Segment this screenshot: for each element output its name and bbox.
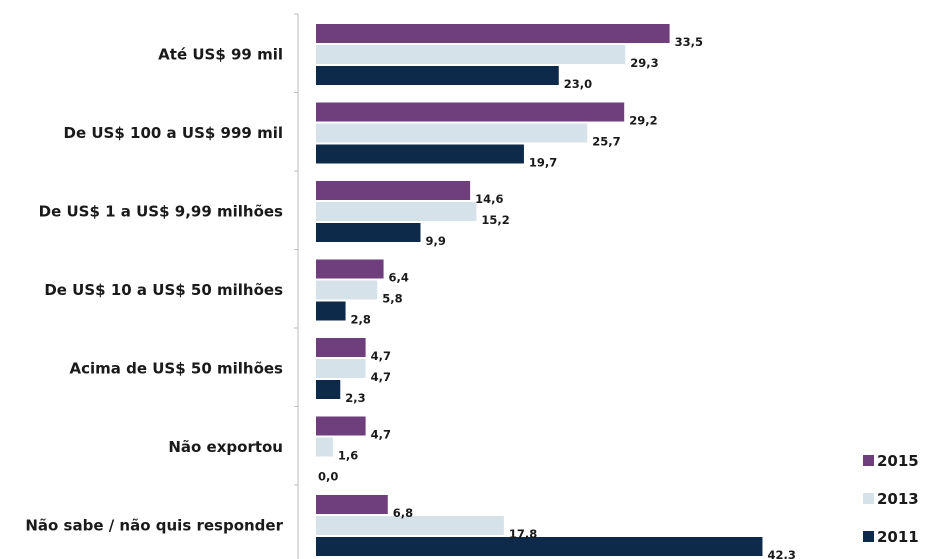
- bar-2015: [316, 24, 670, 43]
- value-label: 4,7: [371, 370, 391, 384]
- category-label: De US$ 100 a US$ 999 mil: [64, 124, 283, 142]
- legend-swatch-2015: [863, 455, 874, 466]
- bar-2013: [316, 516, 504, 535]
- value-label: 15,2: [481, 213, 509, 227]
- value-label: 6,4: [389, 271, 409, 285]
- bar-2015: [316, 259, 384, 279]
- value-label: 2,3: [345, 391, 365, 405]
- bar-2015: [316, 102, 625, 122]
- bar-2013: [316, 202, 477, 221]
- bar-2011: [316, 223, 421, 242]
- category-label: De US$ 10 a US$ 50 milhões: [44, 281, 283, 299]
- value-label: 5,8: [382, 292, 402, 306]
- value-label: 17,8: [509, 527, 537, 541]
- value-label: 29,2: [629, 114, 657, 128]
- category-label: De US$ 1 a US$ 9,99 milhões: [39, 203, 283, 221]
- bar-2011: [316, 537, 763, 556]
- value-label: 33,5: [675, 35, 703, 49]
- value-label: 25,7: [592, 135, 620, 149]
- bar-2013: [316, 45, 626, 64]
- value-label: 6,8: [393, 506, 413, 520]
- value-label: 42,3: [767, 548, 795, 559]
- bar-2013: [316, 280, 378, 300]
- legend-swatch-2011: [863, 531, 874, 542]
- value-labels: 33,5 29,3 23,0 29,2 25,7 19,7 14,6 15,2 9,9 6,4 5,…: [318, 35, 796, 559]
- category-label: Acima de US$ 50 milhões: [70, 360, 284, 378]
- value-label: 23,0: [564, 77, 592, 91]
- category-label: Não exportou: [168, 438, 283, 456]
- bar-2011: [316, 380, 341, 399]
- legend-label-2015: 2015: [877, 452, 919, 470]
- category-label: Até US$ 99 mil: [158, 46, 283, 64]
- value-label: 19,7: [529, 156, 557, 170]
- category-labels: Até US$ 99 mil De US$ 100 a US$ 999 mil De…: [25, 46, 283, 535]
- category-label: Não sabe / não quis responder: [25, 517, 283, 535]
- bar-2015: [316, 338, 366, 357]
- value-label: 2,8: [351, 313, 371, 327]
- bar-2015: [316, 181, 471, 200]
- bar-2015: [316, 416, 366, 436]
- value-label: 1,6: [338, 449, 358, 463]
- bar-2011: [316, 144, 524, 164]
- value-label: 0,0: [318, 470, 338, 484]
- value-label: 29,3: [630, 56, 658, 70]
- legend-label-2013: 2013: [877, 490, 919, 508]
- bars: [316, 24, 763, 556]
- legend: 2015 2013 2011: [863, 452, 919, 546]
- bar-2011: [316, 66, 559, 85]
- bar-2013: [316, 123, 588, 143]
- value-label: 9,9: [425, 234, 445, 248]
- value-label: 14,6: [475, 192, 503, 206]
- bar-2011: [316, 301, 346, 321]
- bar-2013: [316, 359, 366, 378]
- legend-label-2011: 2011: [877, 528, 919, 546]
- bar-2013: [316, 437, 333, 457]
- value-label: 4,7: [371, 349, 391, 363]
- legend-swatch-2013: [863, 493, 874, 504]
- value-label: 4,7: [371, 428, 391, 442]
- bar-2015: [316, 495, 388, 514]
- axis-layer: [294, 13, 299, 559]
